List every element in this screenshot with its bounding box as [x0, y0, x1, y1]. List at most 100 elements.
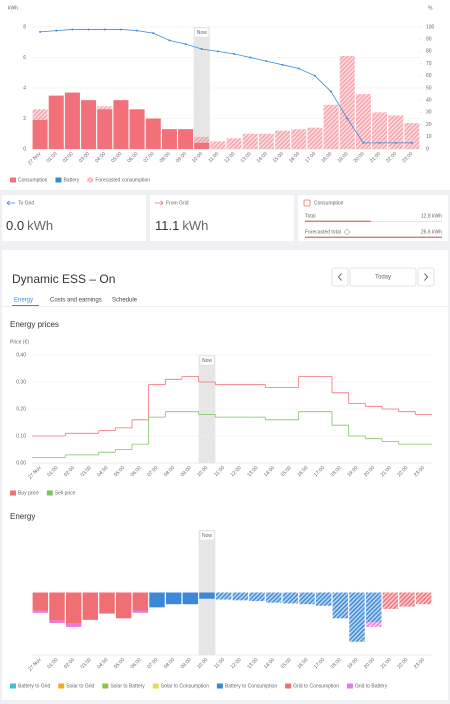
y-tick-label: 0.20 — [16, 406, 26, 412]
point — [394, 141, 397, 144]
legend-swatch — [152, 683, 159, 689]
consumption-icon — [303, 199, 311, 207]
bar — [365, 592, 382, 623]
now-label: Now — [202, 358, 212, 364]
tab-underline — [12, 305, 39, 306]
bar — [132, 592, 149, 611]
bar — [32, 120, 48, 149]
card-title: Consumption — [314, 200, 344, 206]
point — [346, 117, 349, 120]
point — [136, 29, 139, 32]
tab[interactable]: Schedule — [112, 298, 138, 304]
legend-label: Forecasted consumption — [95, 177, 150, 183]
bar — [149, 592, 165, 608]
prev-button[interactable] — [331, 267, 349, 287]
chart-title: Energy prices — [10, 320, 59, 329]
bar — [65, 592, 82, 624]
legend-swatch — [10, 490, 16, 496]
to-grid-card — [2, 195, 146, 241]
legend-swatch — [346, 683, 353, 689]
consumption-card — [298, 195, 448, 241]
y2-tick-label: 90 — [426, 37, 432, 43]
tab[interactable]: Costs and earnings — [50, 298, 102, 304]
bar — [282, 592, 299, 604]
y-tick-label: 2 — [23, 116, 26, 122]
point — [330, 90, 333, 93]
next-button[interactable] — [417, 267, 435, 287]
point — [313, 74, 316, 77]
point — [265, 60, 268, 63]
bar — [145, 118, 161, 149]
bar — [215, 592, 232, 600]
bar — [382, 592, 399, 609]
y2-tick-label: 20 — [426, 122, 432, 128]
chart-title: Energy — [10, 512, 35, 521]
bar — [415, 592, 432, 605]
bar — [115, 592, 132, 619]
bar — [182, 592, 199, 605]
point — [103, 28, 106, 31]
point — [297, 67, 300, 70]
now-label: Now — [197, 30, 207, 36]
bar — [32, 592, 49, 611]
legend-label: Buy price — [18, 490, 39, 496]
legend-swatch — [10, 683, 16, 689]
point — [249, 56, 252, 59]
legend-label: Solar to Grid — [66, 683, 94, 689]
point — [233, 52, 236, 55]
point — [378, 141, 381, 144]
now-label: Now — [202, 533, 212, 539]
bar — [65, 623, 82, 627]
point — [281, 63, 284, 66]
legend-label: Solar to Battery — [110, 683, 145, 689]
card-value: 0.0 kWh — [6, 218, 53, 233]
chevron-right — [424, 273, 429, 281]
legend-label: Consumption — [18, 177, 48, 183]
bar — [315, 592, 332, 606]
tab[interactable]: Energy — [14, 298, 33, 304]
legend-label: Solar to Consumption — [161, 683, 209, 689]
y-tick-label: 0.10 — [16, 433, 26, 439]
progress-bar — [305, 220, 371, 222]
bar — [49, 620, 65, 623]
bar — [291, 129, 307, 149]
point — [184, 43, 187, 46]
point — [87, 28, 90, 31]
point — [362, 141, 365, 144]
info-icon[interactable] — [344, 229, 350, 235]
y2-tick-label: 0 — [426, 146, 429, 152]
bar — [194, 142, 210, 149]
bar — [165, 592, 182, 605]
point — [71, 28, 74, 31]
point — [119, 28, 122, 31]
bar — [339, 55, 355, 149]
now-label-box — [199, 530, 215, 541]
bar — [199, 592, 215, 599]
row-label: Forecasted total — [305, 229, 341, 235]
from-grid-card — [150, 195, 294, 241]
arrow-icon — [6, 200, 15, 206]
legend-label: Battery — [63, 177, 79, 183]
bar — [332, 592, 349, 619]
date-button[interactable] — [349, 267, 417, 287]
bar — [178, 129, 194, 149]
bar — [372, 112, 388, 149]
y2-tick-label: 70 — [426, 61, 432, 67]
bar — [210, 141, 226, 149]
dess-title: Dynamic ESS – On — [12, 272, 115, 286]
now-label-box — [194, 27, 209, 38]
point — [55, 29, 58, 32]
card-title: To Grid — [18, 200, 34, 206]
value: 0.0 — [6, 218, 24, 233]
legend-swatch — [46, 490, 53, 496]
y-tick-label: 4 — [23, 85, 26, 91]
y2-tick-label: 60 — [426, 73, 432, 79]
point — [168, 39, 171, 42]
legend-swatch — [102, 683, 109, 689]
point — [152, 32, 155, 35]
bar — [404, 123, 420, 149]
bar — [81, 100, 97, 149]
bar — [307, 127, 323, 149]
legend-swatch — [58, 683, 65, 689]
